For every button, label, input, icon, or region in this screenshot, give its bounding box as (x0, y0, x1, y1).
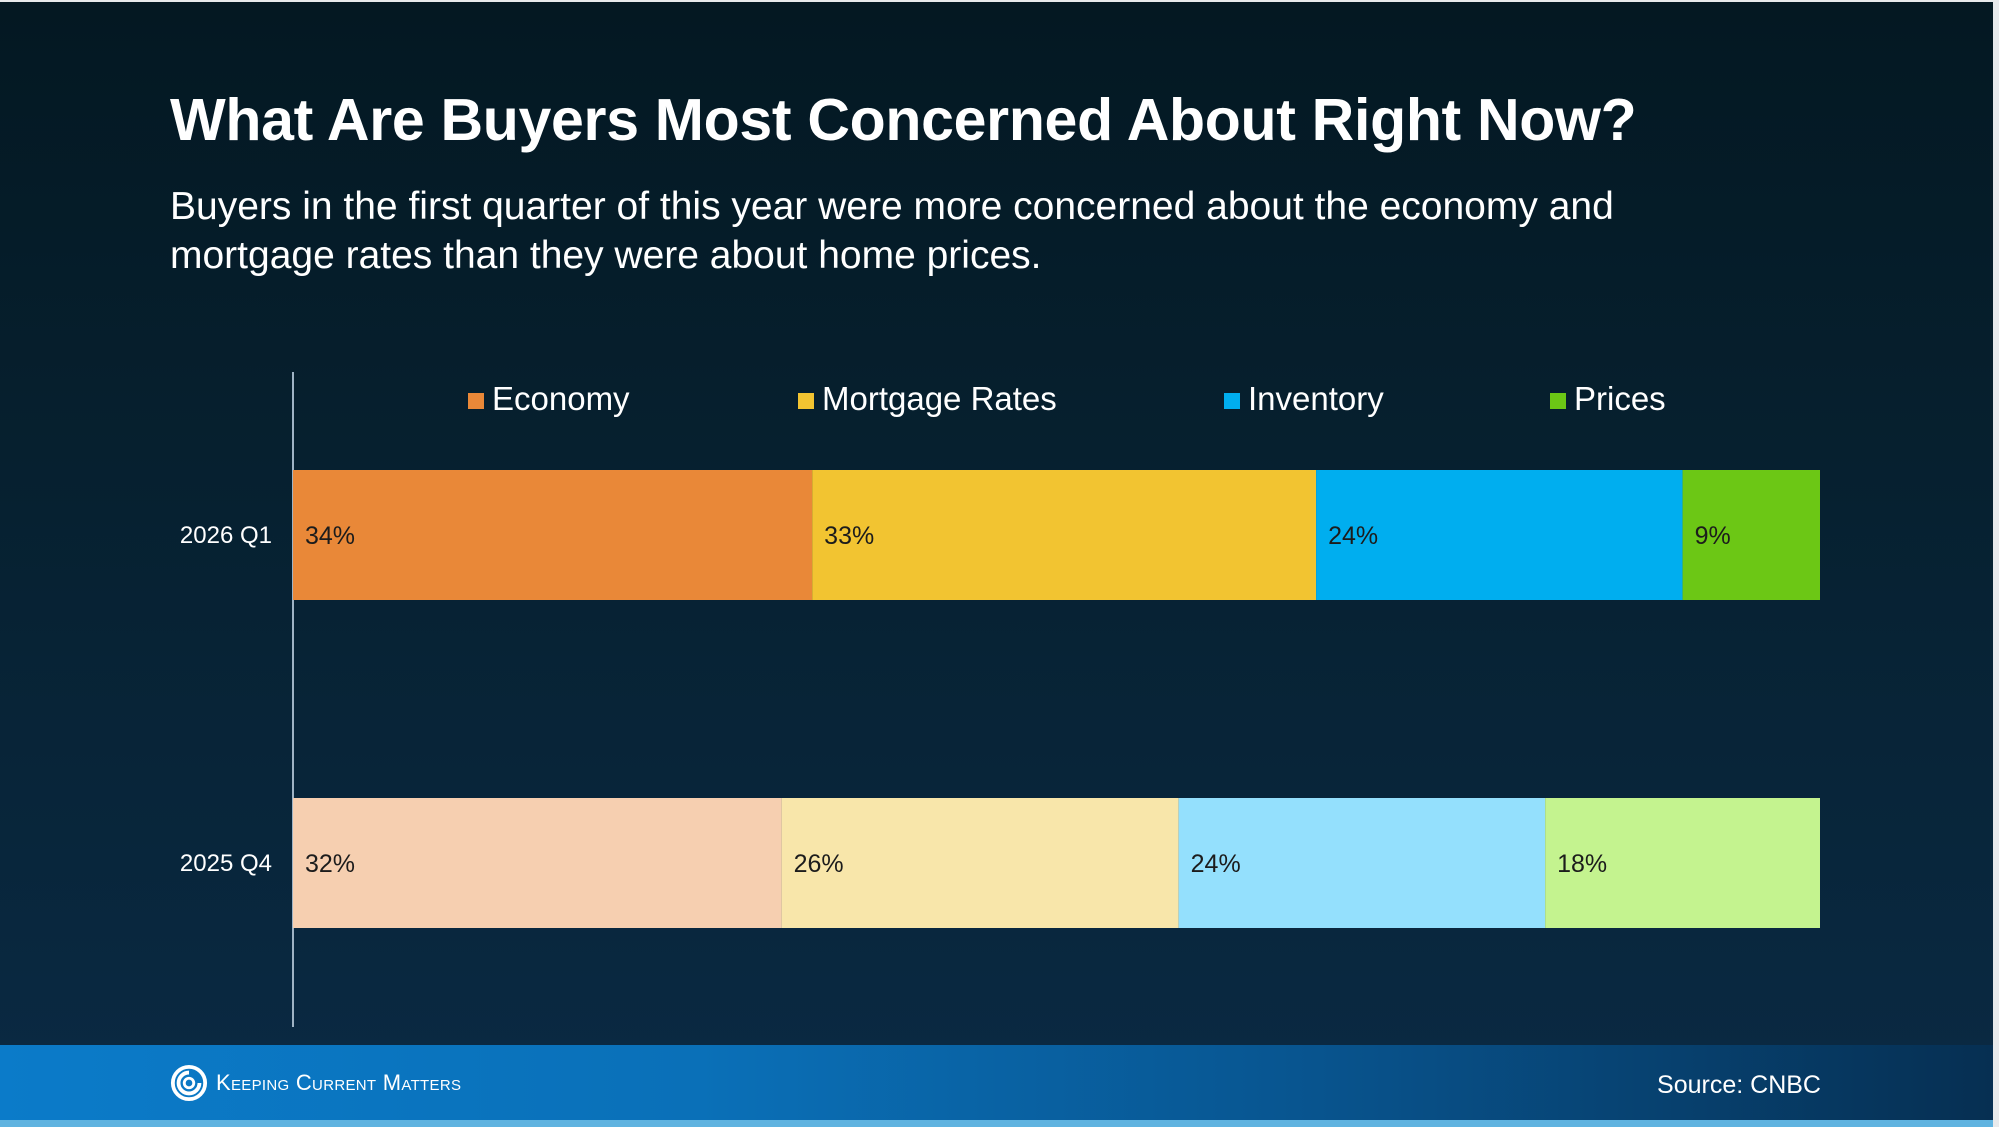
legend-label-inventory: Inventory (1248, 380, 1384, 417)
bar-segment-mortgage-rates-0 (812, 470, 1317, 600)
category-label: 2025 Q4 (180, 850, 272, 877)
bar-segment-prices-1 (1545, 798, 1820, 928)
footer-bar: Keeping Current Matters Source: CNBC (0, 1045, 1993, 1122)
data-label: 24% (1328, 522, 1378, 550)
legend-swatch-prices (1550, 393, 1566, 409)
swirl-logo-icon (170, 1064, 208, 1102)
bar-segment-prices-0 (1682, 470, 1820, 600)
brand-name: Keeping Current Matters (216, 1070, 462, 1095)
data-label: 18% (1557, 850, 1607, 878)
chart-svg: Economy Mortgage Rates Inventory Prices 34%… (180, 372, 1820, 1027)
data-label: 34% (305, 522, 355, 550)
bars: 34% 33% 24% 9% 32% 26% 24% 18% (293, 470, 1820, 928)
legend-label-mortgage-rates: Mortgage Rates (822, 380, 1057, 417)
data-label: 9% (1695, 522, 1731, 550)
data-label: 24% (1191, 850, 1241, 878)
bar-segment-economy-0 (293, 470, 813, 600)
source-note: Source: CNBC (1657, 1071, 1821, 1099)
data-label: 32% (305, 850, 355, 878)
bottom-strip (0, 1120, 1993, 1127)
legend: Economy Mortgage Rates Inventory Prices (468, 380, 1666, 417)
legend-swatch-economy (468, 393, 484, 409)
bar-segment-inventory-1 (1178, 798, 1546, 928)
slide-title: What Are Buyers Most Concerned About Rig… (170, 87, 1637, 153)
bar-segment-inventory-0 (1316, 470, 1683, 600)
category-label: 2026 Q1 (180, 522, 272, 549)
legend-swatch-mortgage-rates (798, 393, 814, 409)
legend-swatch-inventory (1224, 393, 1240, 409)
data-label: 33% (824, 522, 874, 550)
category-labels: 2026 Q1 2025 Q4 (180, 522, 272, 877)
slide-subtitle: Buyers in the first quarter of this year… (170, 185, 1614, 277)
stacked-bar-chart: Economy Mortgage Rates Inventory Prices 34%… (0, 2, 1993, 1042)
brand-logo: Keeping Current Matters (170, 1063, 461, 1103)
bar-segment-economy-1 (293, 798, 782, 928)
data-label: 26% (794, 850, 844, 878)
legend-label-prices: Prices (1574, 380, 1666, 417)
legend-label-economy: Economy (492, 380, 630, 417)
bar-segment-mortgage-rates-1 (781, 798, 1179, 928)
